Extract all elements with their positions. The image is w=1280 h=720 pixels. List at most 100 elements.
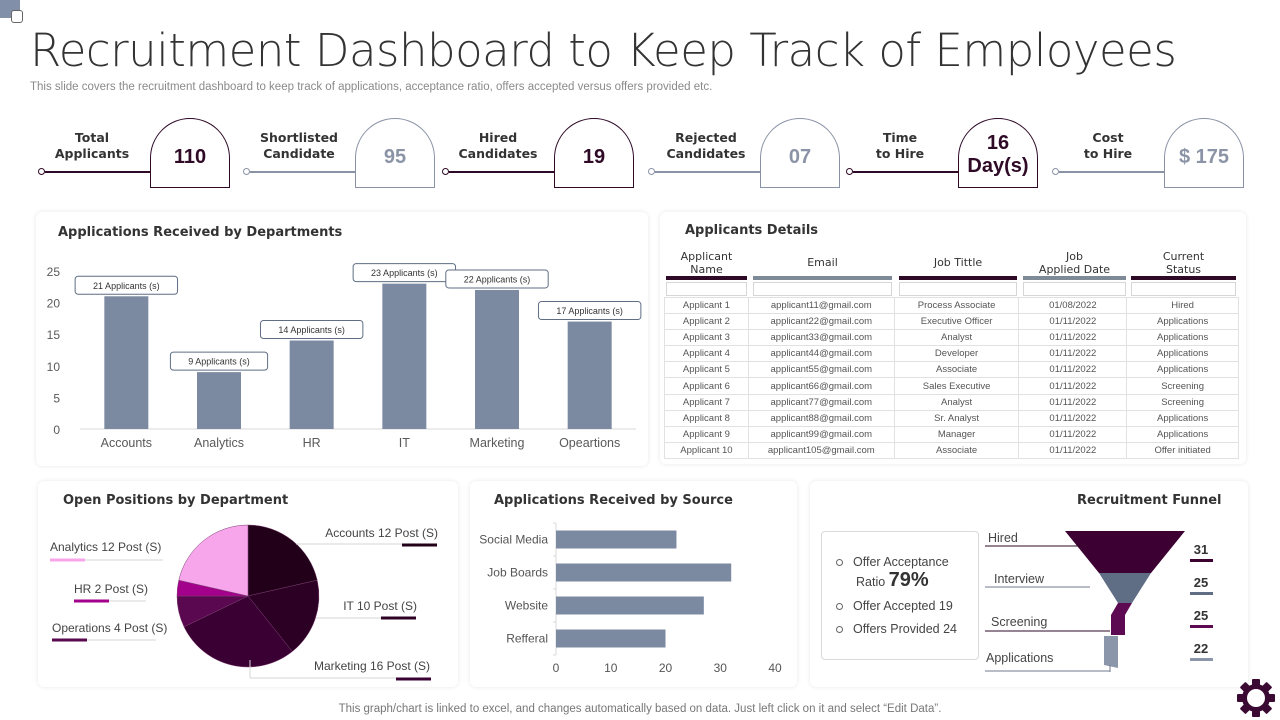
table-row[interactable]: Applicant 2 applicant22@gmail.com Executiv… (664, 313, 1239, 331)
data-label: 21 Applicants (s) (93, 281, 160, 291)
kpi-value: 07 (760, 118, 840, 188)
pie-label: Marketing 16 Post (S) (314, 659, 430, 673)
kpi-label: Cost to Hire (1058, 130, 1158, 162)
y-tick-label: 15 (47, 328, 61, 342)
table-row[interactable]: Applicant 9 applicant99@gmail.com Manager 0… (664, 425, 1239, 443)
table-cell: 01/11/2022 (1018, 329, 1128, 347)
kpi-connector (853, 171, 959, 173)
table-cell: Applicant 5 (664, 361, 749, 379)
y-tick-label: 5 (53, 391, 60, 405)
bar-it (382, 283, 427, 429)
kpi-dot (648, 168, 655, 175)
kpi-dot (1052, 168, 1059, 175)
table-row[interactable]: Applicant 5 applicant55@gmail.com Associat… (664, 361, 1239, 379)
pie-label: Operations 4 Post (S) (52, 621, 167, 635)
table-row[interactable]: Applicant 10 applicant105@gmail.com Associ… (664, 441, 1239, 459)
chart-title-source: Applications Received by Source (494, 493, 733, 508)
kpi-time-to-hire: Time to Hire 16 Day(s) (846, 118, 1046, 188)
kpi-value: 95 (355, 118, 435, 188)
table-cell: Applicant 2 (664, 313, 749, 331)
table-cell: 01/11/2022 (1018, 345, 1128, 363)
x-tick-label: 20 (659, 661, 673, 675)
table-cell: 01/11/2022 (1018, 425, 1128, 443)
ratio-label: Ratio (856, 575, 886, 589)
kpi-value: 16 Day(s) (958, 118, 1038, 188)
kpi-shortlisted-candidate: Shortlisted Candidate 95 (243, 118, 443, 188)
recruitment-funnel-chart: Hired 31 Interview 25 Screening 25 Application… (985, 531, 1213, 672)
column-header-line2: Name (690, 263, 723, 276)
table-row[interactable]: Applicant 7 applicant77@gmail.com Analyst 0… (664, 393, 1239, 411)
funnel-value: 31 (1194, 542, 1208, 557)
funnel-value-swatch (1190, 658, 1213, 661)
kpi-connector (45, 171, 151, 173)
funnel-segment-interview (1099, 573, 1151, 603)
column-header-line1: Job Tittle (933, 256, 983, 269)
panel-applications-by-source (470, 481, 797, 687)
column-filter-input[interactable] (753, 282, 892, 296)
pie-slice-accounts (247, 524, 318, 597)
y-tick-label: 25 (47, 265, 61, 279)
column-filter-input[interactable] (1131, 282, 1236, 296)
column-header-line1: Email (807, 256, 838, 269)
ratio-value: 79% (888, 569, 929, 591)
y-tick-label: Social Media (479, 533, 548, 547)
funnel-value: 22 (1194, 641, 1208, 656)
kpi-label-line2: Candidates (458, 146, 538, 161)
offer-acceptance-label: Offer Acceptance (853, 555, 949, 569)
table-cell: Applicant 4 (664, 345, 749, 363)
gear-icon[interactable] (1236, 678, 1276, 718)
bar-opeartions (567, 321, 612, 429)
table-cell: Screening (1126, 377, 1239, 395)
column-header-bar (1023, 276, 1126, 280)
pie-slice-analytics (178, 524, 249, 597)
column-header-bar (666, 276, 747, 280)
table-cell: applicant33@gmail.com (747, 329, 895, 347)
table-cell: Sales Executive (893, 377, 1020, 395)
table-row[interactable]: Applicant 6 applicant66@gmail.com Sales Ex… (664, 377, 1239, 395)
column-filter-input[interactable] (899, 282, 1017, 296)
table-cell: applicant11@gmail.com (747, 296, 895, 315)
table-row[interactable]: Applicant 8 applicant88@gmail.com Sr. Anal… (664, 409, 1239, 427)
offer-accepted-text: Offer Accepted 19 (853, 599, 953, 613)
kpi-label: Rejected Candidates (656, 130, 756, 162)
table-cell: Applicant 1 (664, 296, 749, 315)
funnel-value: 25 (1194, 575, 1208, 590)
footer-note: This graph/chart is linked to excel, and… (338, 703, 942, 715)
legend-swatch (50, 558, 85, 562)
data-label: 22 Applicants (s) (464, 274, 531, 284)
kpi-connector (655, 171, 761, 173)
table-cell: Applicant 3 (664, 329, 749, 347)
table-cell: applicant105@gmail.com (747, 441, 895, 459)
kpi-value: 110 (150, 118, 230, 188)
table-cell: applicant77@gmail.com (747, 393, 895, 411)
table-cell: Screening (1126, 393, 1239, 411)
table-cell: Analyst (893, 329, 1020, 347)
kpi-label: Time to Hire (850, 130, 950, 162)
table-cell: Applicant 6 (664, 377, 749, 395)
column-header: Job Applied Date (1023, 250, 1126, 276)
table-cell: applicant88@gmail.com (747, 409, 895, 427)
column-filter-input[interactable] (666, 282, 747, 296)
bar-website (556, 596, 704, 615)
kpi-total-applicants: Total Applicants 110 (38, 118, 238, 188)
column-header-bar (899, 276, 1017, 280)
x-tick-label: 40 (768, 661, 782, 675)
table-cell: Hired (1126, 296, 1239, 315)
pie-label: Analytics 12 Post (S) (50, 540, 161, 554)
legend-swatch (396, 677, 431, 681)
table-cell: 01/11/2022 (1018, 441, 1128, 459)
kpi-label-line1: Shortlisted (259, 130, 339, 145)
bar-social-media (556, 530, 677, 549)
column-filter-input[interactable] (1023, 282, 1126, 296)
table-row[interactable]: Applicant 3 applicant33@gmail.com Analyst 0… (664, 329, 1239, 347)
data-label: 23 Applicants (s) (371, 268, 438, 278)
table-row[interactable]: Applicant 1 applicant11@gmail.com Process … (664, 296, 1239, 315)
legend-swatch (402, 543, 437, 547)
kpi-label-line2: Candidates (666, 146, 746, 161)
column-header: Current Status (1131, 250, 1236, 276)
table-cell: 01/11/2022 (1018, 409, 1128, 427)
table-row[interactable]: Applicant 4 applicant44@gmail.com Develope… (664, 345, 1239, 363)
table-cell: Applications (1126, 361, 1239, 379)
kpi-label: Shortlisted Candidate (249, 130, 349, 162)
kpi-label-line1: Hired (478, 130, 518, 145)
